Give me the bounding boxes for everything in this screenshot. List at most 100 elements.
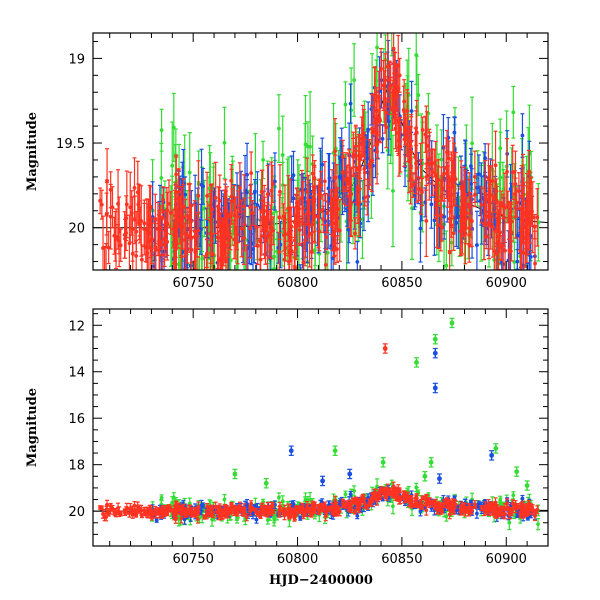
blue-data-point <box>291 150 296 200</box>
blue-point-marker <box>418 226 423 231</box>
green-point-marker <box>351 187 355 192</box>
red-data-point <box>237 162 242 214</box>
red-data-point <box>232 185 237 246</box>
blue-data-point <box>442 193 447 240</box>
red-point-marker <box>445 150 449 155</box>
red-data-point <box>306 174 311 237</box>
red-point-marker <box>479 202 484 207</box>
red-data-point <box>507 200 512 240</box>
red-point-marker <box>223 234 227 239</box>
x-tick-label: 60800 <box>277 276 318 291</box>
red-data-point <box>383 53 388 108</box>
green-point-marker <box>159 176 164 180</box>
red-data-point <box>222 213 227 261</box>
green-point-marker <box>266 290 270 294</box>
red-point-marker <box>270 182 275 186</box>
red-data-point <box>335 188 340 230</box>
red-data-point <box>494 216 499 247</box>
green-point-marker <box>303 142 308 147</box>
red-data-point <box>322 160 327 202</box>
red-data-point <box>312 188 317 244</box>
red-data-point <box>229 164 234 198</box>
red-point-marker <box>357 187 362 192</box>
red-data-point <box>419 164 424 215</box>
red-point-marker <box>317 193 322 197</box>
red-point-marker <box>484 234 489 239</box>
green-data-point <box>265 262 270 294</box>
red-point-marker <box>503 248 507 253</box>
red-data-point <box>164 186 169 234</box>
blue-data-point <box>380 124 385 154</box>
red-data-point <box>263 215 268 265</box>
y-tick-label: 20 <box>68 222 85 237</box>
red-data-point <box>405 92 410 163</box>
red-point-marker <box>259 189 264 194</box>
red-point-marker <box>414 126 419 131</box>
red-point-marker <box>425 144 429 148</box>
green-point-marker <box>277 126 281 131</box>
red-data-point <box>110 186 115 229</box>
red-point-marker <box>323 262 328 267</box>
red-point-marker <box>287 249 292 253</box>
red-data-point <box>414 110 419 146</box>
red-data-point <box>351 137 356 176</box>
red-data-point <box>153 222 158 270</box>
red-point-marker <box>391 90 395 95</box>
green-point-marker <box>536 321 540 325</box>
red-data-point <box>301 241 306 270</box>
red-point-marker <box>442 171 446 176</box>
red-point-marker <box>278 189 282 194</box>
red-point-marker <box>99 202 104 207</box>
red-point-marker <box>108 214 113 219</box>
red-data-point <box>435 165 440 207</box>
blue-point-marker <box>320 162 325 167</box>
red-data-point <box>533 230 538 270</box>
red-data-point <box>271 216 276 246</box>
green-data-point <box>159 108 164 152</box>
red-point-marker <box>447 217 452 221</box>
red-data-point <box>250 200 255 226</box>
blue-data-point <box>272 152 277 211</box>
red-point-marker <box>488 193 493 198</box>
red-point-marker <box>255 243 260 248</box>
red-point-marker <box>349 192 354 196</box>
red-data-point <box>411 172 416 198</box>
green-point-marker <box>391 188 395 193</box>
red-data-point <box>321 205 326 233</box>
red-data-point <box>277 194 282 240</box>
blue-point-marker <box>409 109 414 113</box>
blue-data-point <box>456 183 461 249</box>
red-point-marker <box>335 207 340 211</box>
red-point-marker <box>440 225 444 230</box>
red-point-marker <box>208 243 213 247</box>
blue-point-marker <box>520 133 525 138</box>
blue-point-marker <box>386 119 391 124</box>
blue-data-point <box>252 178 257 205</box>
blue-point-marker <box>432 218 437 223</box>
red-data-point <box>175 190 180 249</box>
red-point-marker <box>341 185 346 190</box>
red-point-marker <box>528 186 532 191</box>
red-point-marker <box>532 224 537 229</box>
red-data-point <box>132 195 137 245</box>
green-point-marker <box>416 93 421 97</box>
red-point-marker <box>519 250 524 255</box>
red-data-point <box>127 214 132 270</box>
red-point-marker <box>235 232 240 237</box>
red-data-point <box>241 210 246 266</box>
red-point-marker <box>303 238 308 243</box>
red-data-point <box>503 217 508 270</box>
blue-point-marker <box>155 291 159 295</box>
blue-data-point <box>366 101 371 158</box>
red-point-marker <box>493 163 498 168</box>
green-point-marker <box>171 125 176 130</box>
red-data-point <box>307 198 312 228</box>
red-point-marker <box>235 227 239 232</box>
blue-data-point <box>355 240 360 270</box>
red-point-marker <box>205 193 209 198</box>
red-point-marker <box>226 233 231 238</box>
red-point-marker <box>140 257 144 262</box>
blue-point-marker <box>380 136 385 141</box>
red-data-point <box>427 128 432 201</box>
